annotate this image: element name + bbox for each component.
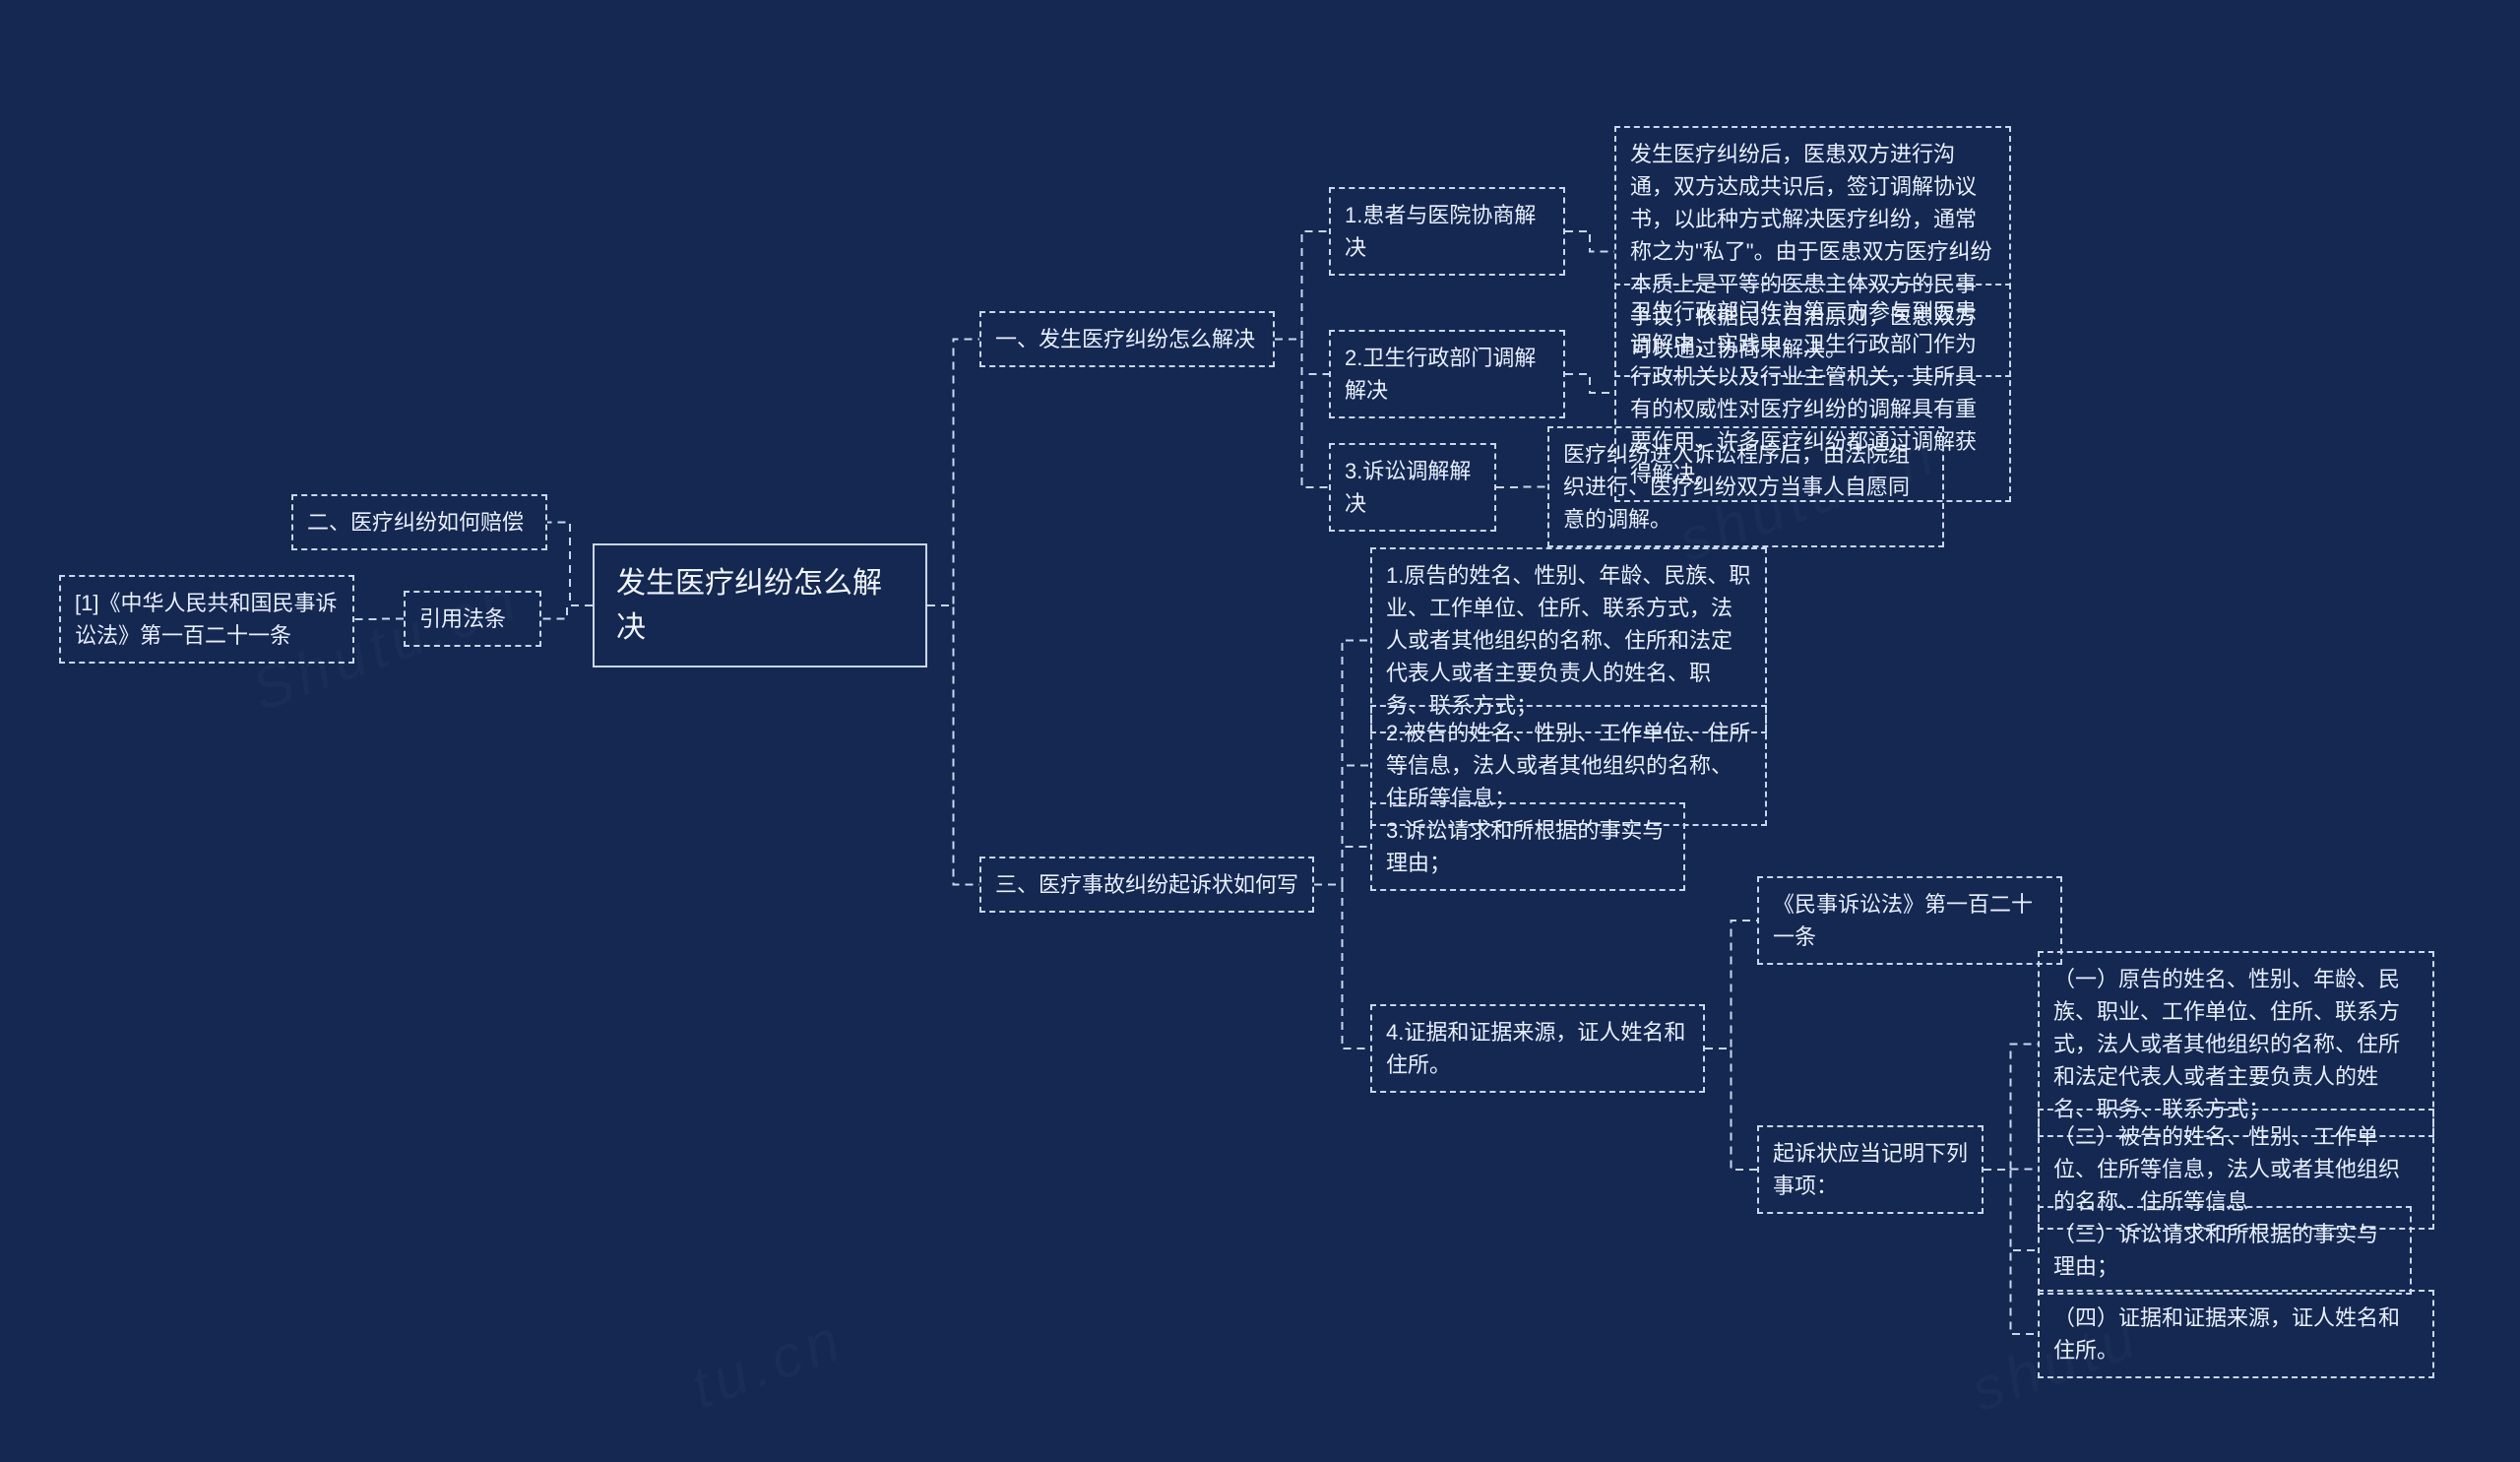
node-cite-law[interactable]: 引用法条	[404, 591, 541, 647]
node-3-litigation-mediation[interactable]: 3.诉讼调解解决	[1329, 443, 1496, 532]
node-3-claims[interactable]: 3.诉讼请求和所根据的事实与理由；	[1370, 802, 1685, 891]
node-item-3[interactable]: （三）诉讼请求和所根据的事实与理由；	[2038, 1206, 2412, 1295]
node-1-negotiation[interactable]: 1.患者与医院协商解决	[1329, 187, 1565, 276]
root-node[interactable]: 发生医疗纠纷怎么解决	[593, 543, 927, 667]
node-2-admin-mediation[interactable]: 2.卫生行政部门调解解决	[1329, 330, 1565, 418]
node-section-3[interactable]: 三、医疗事故纠纷起诉状如何写	[979, 857, 1314, 913]
node-complaint-items[interactable]: 起诉状应当记明下列事项：	[1757, 1125, 1984, 1214]
node-3-litigation-mediation-detail[interactable]: 医疗纠纷进入诉讼程序后，由法院组织进行、医疗纠纷双方当事人自愿同意的调解。	[1547, 426, 1944, 547]
node-section-1[interactable]: 一、发生医疗纠纷怎么解决	[979, 311, 1275, 367]
node-cite-law-detail[interactable]: [1]《中华人民共和国民事诉讼法》第一百二十一条	[59, 575, 354, 664]
node-compensation[interactable]: 二、医疗纠纷如何赔偿	[291, 494, 547, 550]
node-3-evidence[interactable]: 4.证据和证据来源，证人姓名和住所。	[1370, 1004, 1705, 1093]
watermark: tu.cn	[682, 1304, 853, 1423]
node-civil-law-121[interactable]: 《民事诉讼法》第一百二十一条	[1757, 876, 2062, 965]
node-item-4[interactable]: （四）证据和证据来源，证人姓名和住所。	[2038, 1290, 2434, 1378]
